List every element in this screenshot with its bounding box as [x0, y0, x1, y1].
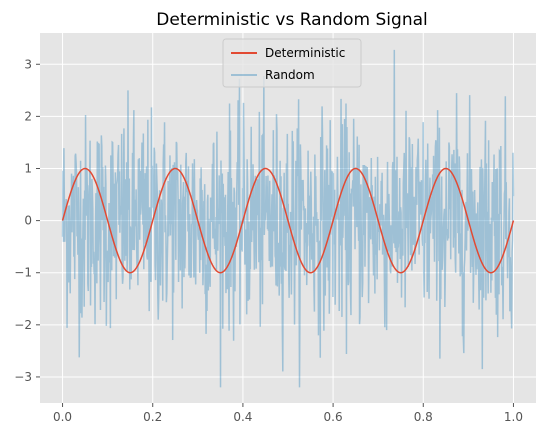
x-tick-label: 0.4 [233, 410, 252, 424]
legend-label: Random [265, 68, 315, 82]
x-tick-label: 0.8 [414, 410, 433, 424]
x-axis-ticks: 0.0 0.2 0.4 0.6 0.8 1.0 [53, 403, 523, 424]
y-axis-ticks: −3 −2 −1 0 1 2 3 [14, 57, 40, 384]
y-tick-label: −1 [14, 266, 32, 280]
legend: Deterministic Random [222, 38, 362, 88]
y-tick-label: 0 [24, 214, 32, 228]
x-tick-label: 1.0 [504, 410, 523, 424]
x-tick-label: 0.2 [143, 410, 162, 424]
y-tick-label: −2 [14, 318, 32, 332]
legend-label: Deterministic [265, 46, 345, 60]
legend-box [222, 38, 362, 88]
x-tick-label: 0.6 [324, 410, 343, 424]
y-tick-label: 2 [24, 109, 32, 123]
y-tick-label: 3 [24, 57, 32, 71]
series-line-deterministic [61, 167, 515, 274]
y-tick-label: −3 [14, 370, 32, 384]
y-tick-label: 1 [24, 161, 32, 175]
x-tick-label: 0.0 [53, 410, 72, 424]
series-layer [61, 49, 515, 388]
chart-title: Deterministic vs Random Signal [156, 10, 427, 30]
